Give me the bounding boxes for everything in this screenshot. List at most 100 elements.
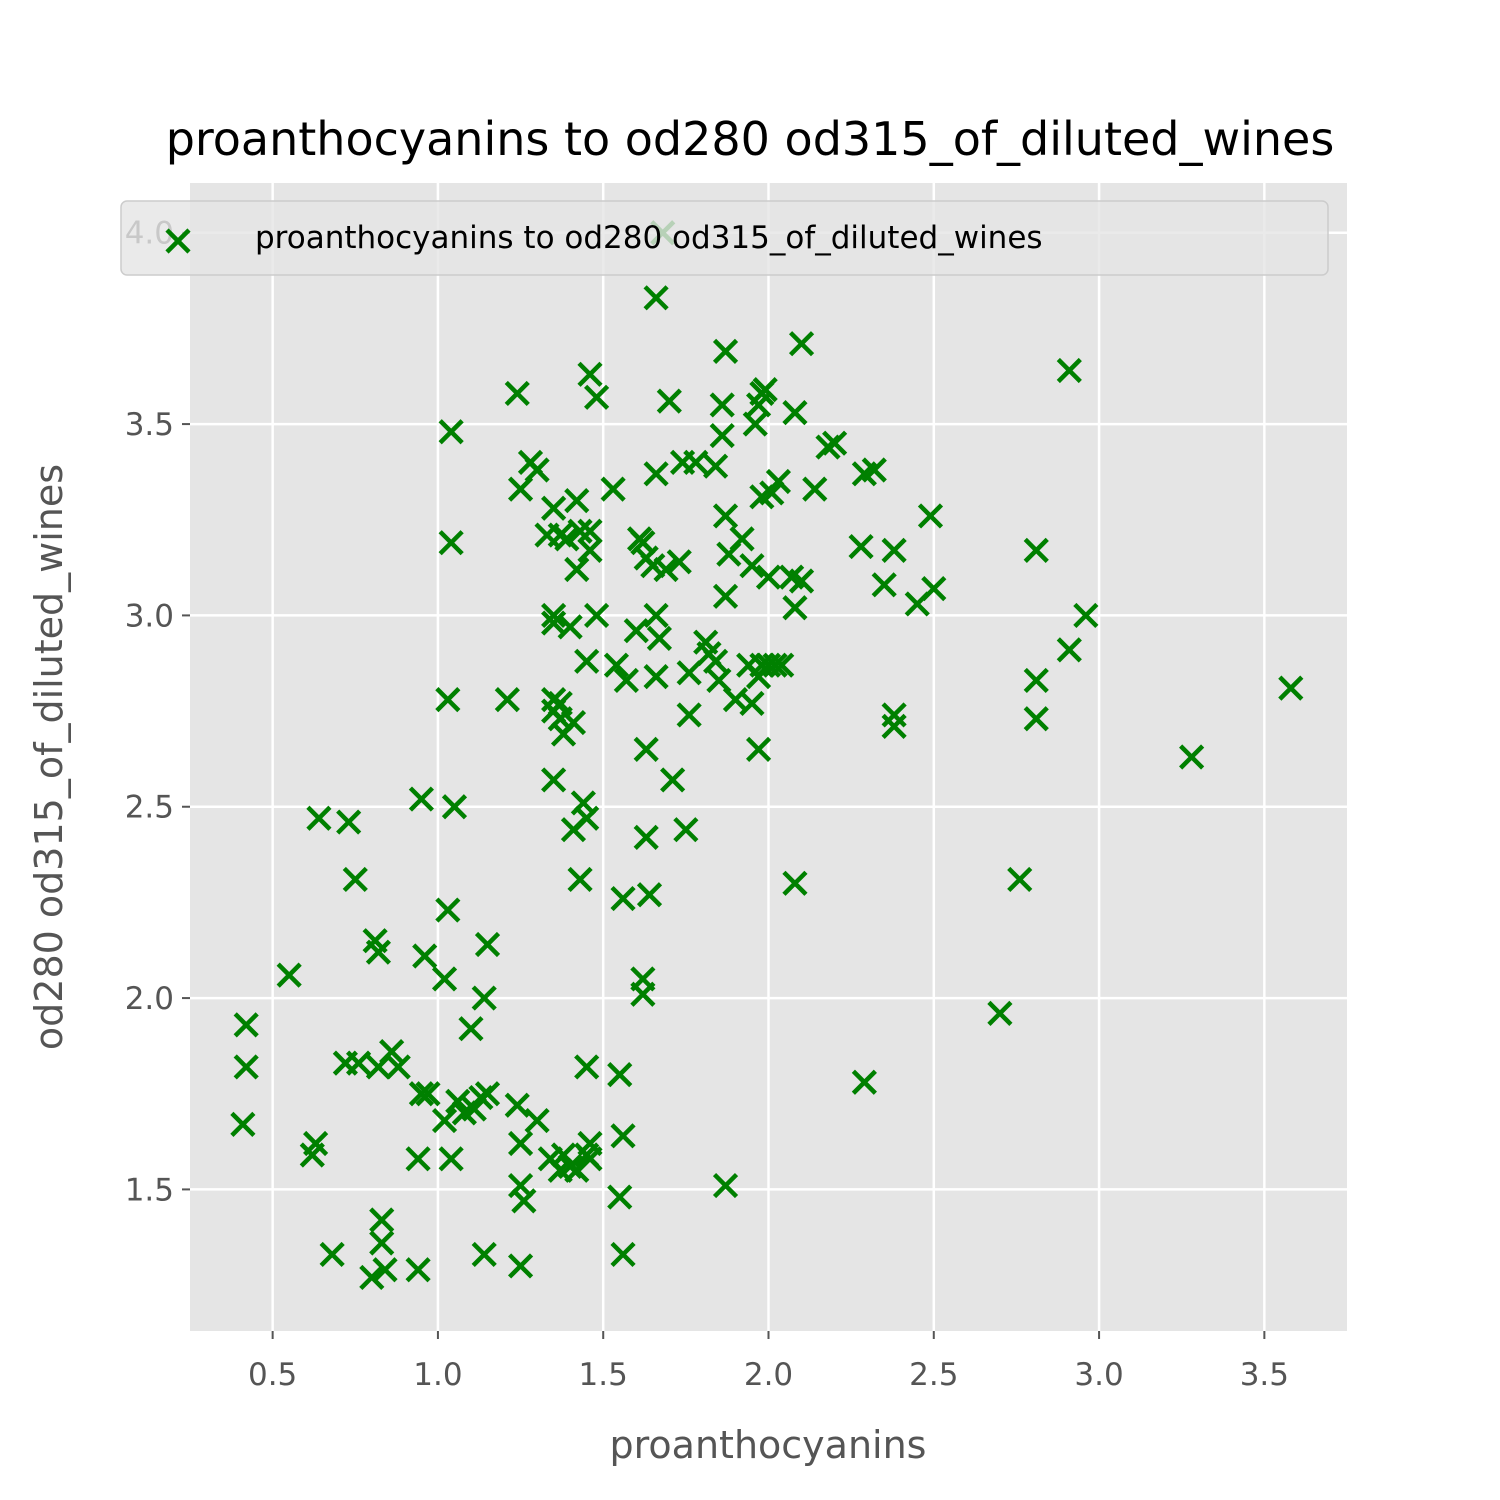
data-point [474, 1081, 501, 1107]
data-point [1023, 706, 1049, 732]
data-point [306, 805, 332, 831]
x-tick-label: 2.5 [909, 1357, 958, 1393]
data-point [567, 518, 593, 544]
x-tick-label: 3.5 [1240, 1357, 1289, 1393]
data-point [848, 533, 874, 560]
legend-box [120, 200, 1329, 276]
data-point [643, 461, 669, 487]
legend-label: proanthocyanins to od280 od315_of_dilute… [255, 220, 1043, 256]
y-tick-label: 1.5 [125, 1172, 174, 1208]
data-point [474, 931, 501, 958]
grid-lines [190, 183, 1347, 1331]
data-point [438, 419, 464, 445]
data-point [755, 564, 782, 590]
data-point [712, 338, 739, 364]
data-point [1073, 602, 1099, 629]
data-point [584, 602, 610, 629]
data-point [610, 1241, 636, 1268]
data-point [802, 476, 828, 502]
data-point [564, 488, 590, 514]
data-point [881, 702, 907, 728]
data-point [458, 1016, 484, 1042]
data-point [633, 824, 659, 850]
data-point [636, 882, 663, 908]
data-point [359, 1264, 385, 1291]
y-tick-label: 2.0 [125, 981, 174, 1017]
data-point [646, 625, 673, 651]
legend-marker-x [165, 228, 191, 254]
data-point [788, 568, 815, 594]
data-point [762, 652, 788, 678]
data-point [851, 1069, 877, 1095]
data-point [703, 453, 729, 479]
x-tick-label: 0.5 [248, 1357, 297, 1393]
data-point [524, 1107, 550, 1134]
data-point [712, 583, 739, 609]
data-point [739, 553, 765, 579]
data-point [541, 495, 567, 521]
data-point [471, 985, 497, 1011]
data-point [607, 1062, 633, 1088]
data-point [372, 1257, 398, 1283]
data-point [438, 530, 464, 556]
data-point [577, 518, 603, 544]
data-point [574, 1054, 600, 1080]
data-point [346, 1050, 372, 1076]
data-point [703, 648, 729, 674]
data-point [782, 400, 808, 426]
data-point [742, 411, 768, 437]
data-point [630, 981, 656, 1007]
data-point [507, 1130, 534, 1157]
data-point [560, 709, 587, 736]
data-point [577, 1146, 603, 1172]
y-tick-label: 3.5 [125, 407, 174, 443]
data-point [660, 767, 686, 793]
data-point [431, 1107, 458, 1134]
data-point [1007, 866, 1033, 893]
data-point [709, 422, 735, 449]
data-point [303, 1130, 329, 1157]
data-point [574, 648, 600, 674]
data-point [541, 767, 567, 793]
data-point [511, 1188, 537, 1214]
data-point [379, 1039, 405, 1065]
data-point [739, 690, 765, 717]
y-axis-label: od280 od315_of_diluted_wines [27, 464, 71, 1050]
legend-marker-icon [165, 228, 191, 254]
data-point [408, 1081, 434, 1107]
data-point [574, 805, 600, 831]
data-point [541, 602, 567, 629]
data-point [507, 1253, 534, 1279]
x-tick-label: 2.0 [744, 1357, 793, 1393]
data-point [822, 430, 848, 456]
data-point [759, 480, 785, 506]
data-point [557, 614, 583, 640]
data-point [656, 388, 682, 414]
data-point [564, 556, 590, 583]
data-point [610, 885, 636, 912]
data-point [653, 556, 679, 583]
data-point [607, 1184, 633, 1210]
data-point [1056, 357, 1082, 384]
data-point [683, 449, 709, 475]
data-point [369, 1207, 395, 1233]
data-point [233, 1054, 259, 1080]
data-point [788, 331, 815, 357]
data-point [917, 503, 944, 529]
data-point [782, 595, 808, 621]
data-point [504, 380, 530, 407]
data-point [881, 537, 907, 563]
data-point [1023, 667, 1049, 694]
y-axis-ticks: 1.52.02.53.03.54.0 [125, 216, 190, 1208]
data-point [408, 786, 434, 812]
data-point [441, 794, 468, 820]
data-point [1056, 637, 1082, 663]
data-point [412, 943, 438, 969]
chart-title: proanthocyanins to od280 od315_of_dilute… [166, 112, 1335, 166]
data-point [342, 866, 368, 893]
data-point [610, 1123, 636, 1149]
data-point [871, 572, 897, 598]
data-point [921, 576, 947, 602]
data-point [567, 866, 593, 893]
data-point [431, 966, 458, 992]
